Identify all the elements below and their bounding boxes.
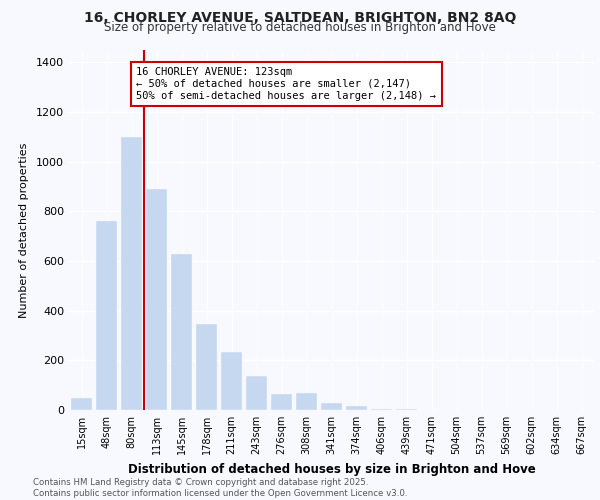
Bar	[171, 254, 192, 410]
X-axis label: Distribution of detached houses by size in Brighton and Hove: Distribution of detached houses by size …	[128, 462, 535, 475]
Text: Size of property relative to detached houses in Brighton and Hove: Size of property relative to detached ho…	[104, 22, 496, 35]
Bar	[121, 137, 142, 410]
Bar	[371, 409, 392, 410]
Bar	[246, 376, 267, 410]
Bar	[321, 402, 342, 410]
Bar	[346, 406, 367, 410]
Bar	[146, 189, 167, 410]
Bar	[71, 398, 92, 410]
Bar	[271, 394, 292, 410]
Text: Contains HM Land Registry data © Crown copyright and database right 2025.
Contai: Contains HM Land Registry data © Crown c…	[33, 478, 407, 498]
Bar	[296, 392, 317, 410]
Y-axis label: Number of detached properties: Number of detached properties	[19, 142, 29, 318]
Bar	[221, 352, 242, 410]
Bar	[196, 324, 217, 410]
Text: 16 CHORLEY AVENUE: 123sqm
← 50% of detached houses are smaller (2,147)
50% of se: 16 CHORLEY AVENUE: 123sqm ← 50% of detac…	[137, 68, 437, 100]
Text: 16, CHORLEY AVENUE, SALTDEAN, BRIGHTON, BN2 8AQ: 16, CHORLEY AVENUE, SALTDEAN, BRIGHTON, …	[84, 11, 516, 25]
Bar	[96, 222, 117, 410]
